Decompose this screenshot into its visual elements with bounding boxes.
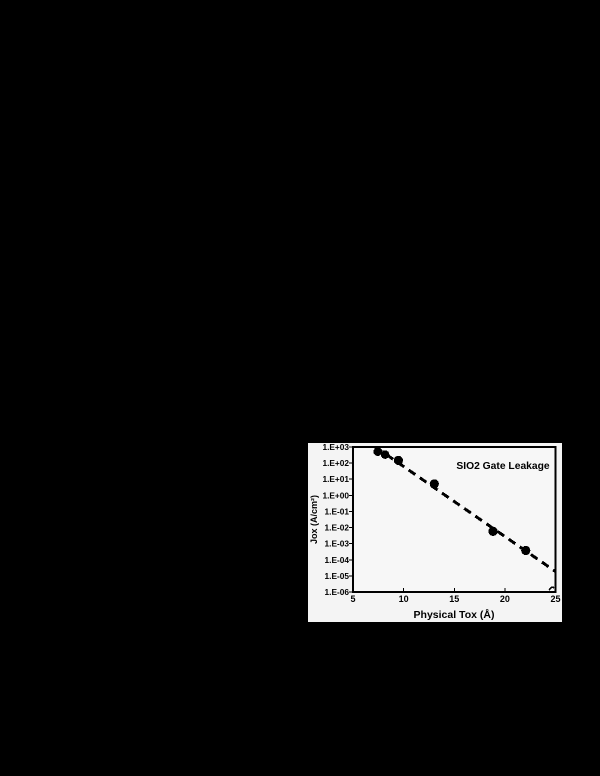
svg-text:1.E-05: 1.E-05 <box>325 571 350 581</box>
svg-text:10: 10 <box>399 594 409 604</box>
svg-text:1.E+00: 1.E+00 <box>322 490 349 500</box>
svg-text:Jox (A/cm²): Jox (A/cm²) <box>309 495 319 544</box>
svg-text:15: 15 <box>449 594 459 604</box>
svg-text:1.E-01: 1.E-01 <box>325 506 350 516</box>
svg-text:1.E-02: 1.E-02 <box>325 523 350 533</box>
svg-text:SIO2 Gate Leakage: SIO2 Gate Leakage <box>456 461 550 472</box>
svg-text:1.E-03: 1.E-03 <box>325 539 350 549</box>
svg-text:1.E+03: 1.E+03 <box>322 442 349 452</box>
svg-text:20: 20 <box>500 594 510 604</box>
svg-text:1.E-06: 1.E-06 <box>325 587 350 597</box>
svg-text:25: 25 <box>550 594 560 604</box>
svg-text:1.E+01: 1.E+01 <box>322 474 349 484</box>
svg-text:5: 5 <box>350 594 355 604</box>
svg-text:Physical Tox (Å): Physical Tox (Å) <box>414 608 495 621</box>
svg-text:1.E-04: 1.E-04 <box>325 555 350 565</box>
svg-text:1.E+02: 1.E+02 <box>322 458 349 468</box>
